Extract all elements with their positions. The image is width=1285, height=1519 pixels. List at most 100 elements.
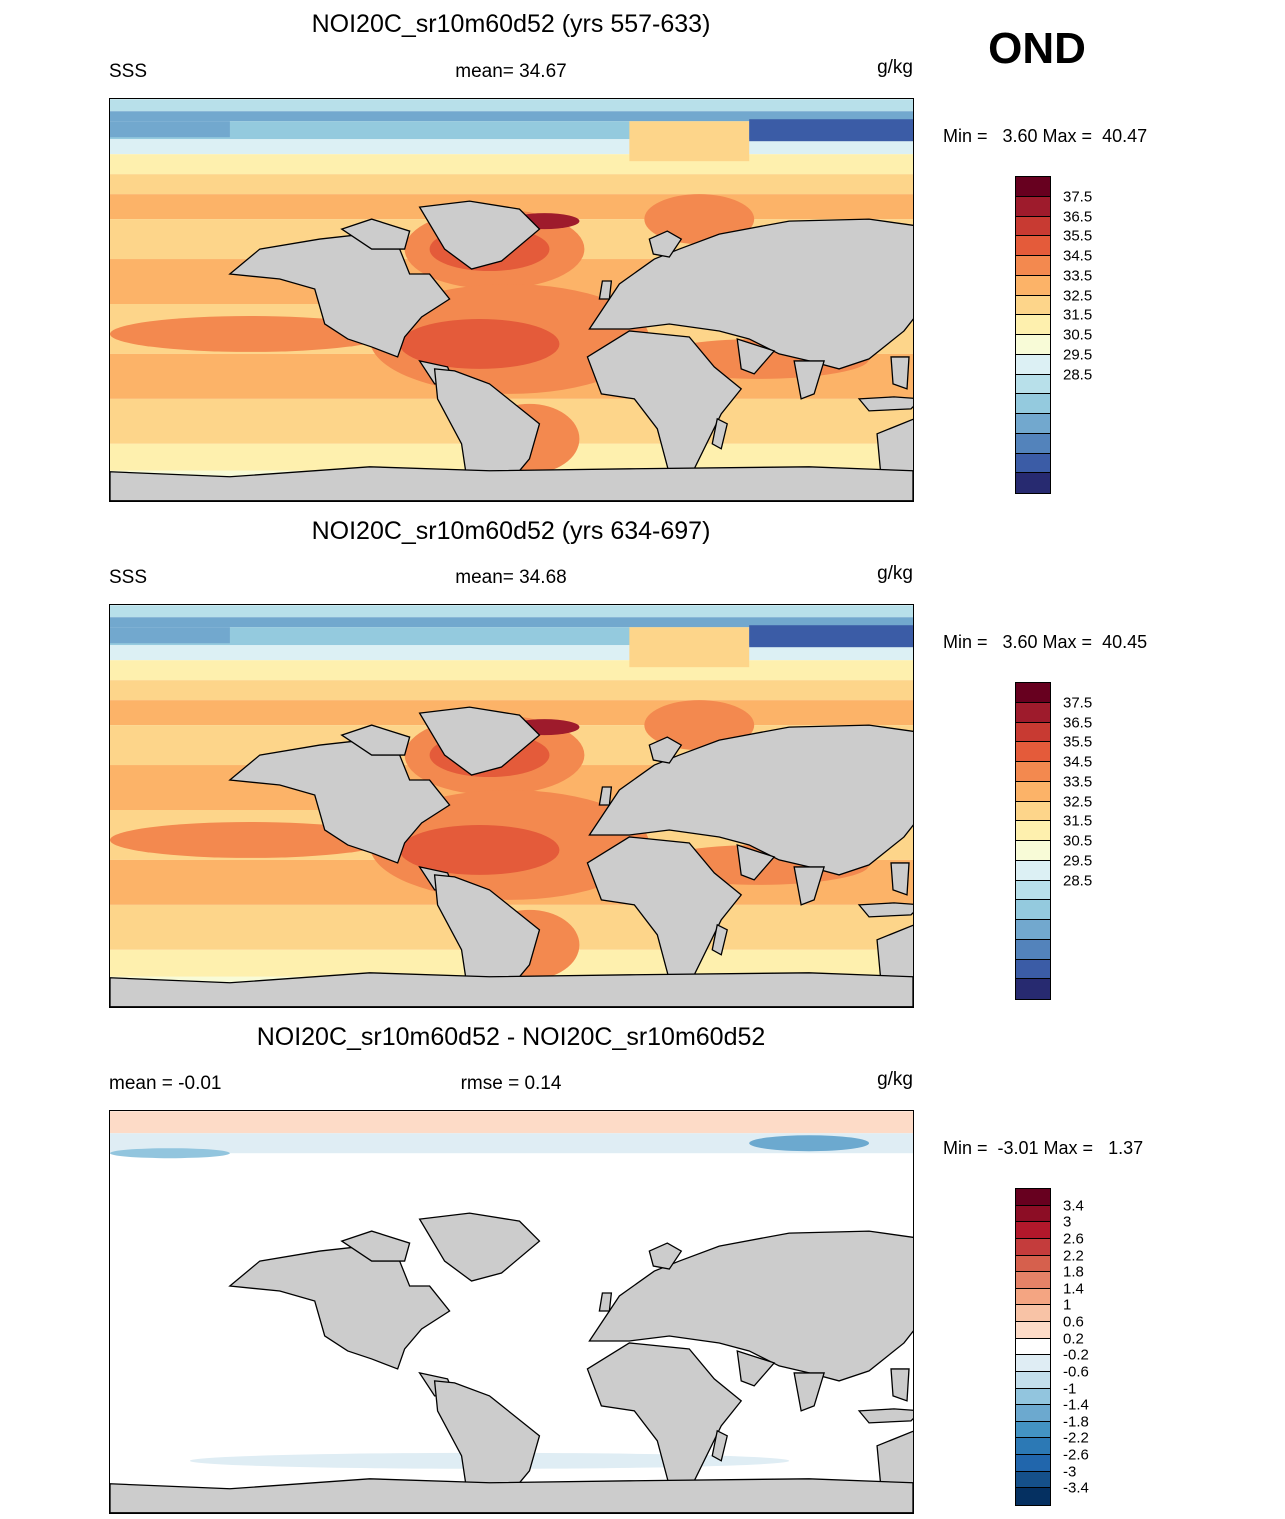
colorbar-swatch xyxy=(1016,1438,1050,1455)
colorbar-swatch xyxy=(1016,1222,1050,1239)
colorbar-tick-label: 28.5 xyxy=(1063,872,1093,889)
colorbar-swatch xyxy=(1016,860,1050,881)
colorbar-tick-label: 37.5 xyxy=(1063,188,1093,206)
sss-contour-band xyxy=(110,174,913,195)
diff-contour-band xyxy=(110,1148,230,1159)
panel-1-units-label: g/kg xyxy=(877,57,913,78)
land-mass xyxy=(648,1242,683,1270)
colorbar-swatch xyxy=(1016,374,1050,395)
colorbar-swatch xyxy=(1016,1471,1050,1489)
colorbar-swatch xyxy=(1016,1272,1050,1289)
colorbar-tick-label: 29.5 xyxy=(1063,852,1093,870)
colorbar-tick-label: 33.5 xyxy=(1063,267,1093,285)
colorbar-swatch xyxy=(1016,683,1050,703)
colorbar-tick-label: 29.5 xyxy=(1063,346,1093,364)
colorbar-swatch xyxy=(1016,1238,1050,1256)
sss-contour-band xyxy=(110,154,913,175)
colorbar-swatch xyxy=(1016,1205,1050,1223)
sss-contour-band xyxy=(110,99,913,112)
panel-1-mean-label: mean= 34.67 xyxy=(455,61,567,82)
colorbar-swatch xyxy=(1016,1305,1050,1322)
land-mass xyxy=(890,862,910,896)
sss-contour-band xyxy=(110,617,913,628)
land-mass xyxy=(110,466,913,501)
land-mass xyxy=(228,1245,451,1370)
land-mass xyxy=(228,233,451,358)
panel-3-map xyxy=(109,1110,914,1514)
colorbar-swatch xyxy=(1016,1405,1050,1422)
colorbar-swatch xyxy=(1016,256,1050,276)
land-mass xyxy=(793,866,825,906)
panel-2-title: NOI20C_sr10m60d52 (yrs 634-697) xyxy=(311,517,711,545)
panel-2-mean-label: mean= 34.68 xyxy=(455,567,567,588)
sss-contour-band xyxy=(644,700,755,751)
colorbar-tick-label: -0.2 xyxy=(1063,1346,1089,1364)
sss-contour-band xyxy=(110,821,390,858)
colorbar-tick-label: 30.5 xyxy=(1063,326,1093,344)
colorbar-tick-label: 36.5 xyxy=(1063,208,1093,225)
land-mass xyxy=(711,1429,728,1462)
colorbar-tick-label: 31.5 xyxy=(1063,812,1093,830)
land-mass xyxy=(598,1292,613,1312)
colorbar-swatch xyxy=(1016,453,1050,474)
colorbar-tick-label: 3 xyxy=(1063,1213,1072,1231)
sss-contour-band xyxy=(110,660,913,681)
colorbar-swatch xyxy=(1016,762,1050,782)
colorbar-swatch xyxy=(1016,414,1050,434)
sss-contour-band xyxy=(644,194,755,245)
land-mass xyxy=(586,836,743,981)
colorbar-tick-label: 37.5 xyxy=(1063,694,1093,712)
panel-3-mean-label: mean = -0.01 xyxy=(109,1073,222,1094)
land-mass xyxy=(110,1478,913,1513)
sss-contour-band xyxy=(749,119,913,142)
colorbar-tick-label: 32.5 xyxy=(1063,287,1093,304)
panel-3-rmse-label: rmse = 0.14 xyxy=(460,1073,562,1094)
colorbar-swatch xyxy=(1016,315,1050,335)
colorbar-tick-label: 32.5 xyxy=(1063,793,1093,810)
land-mass xyxy=(648,230,683,258)
colorbar-tick-label: -1 xyxy=(1063,1380,1077,1398)
land-mass xyxy=(793,1372,825,1412)
land-mass xyxy=(793,360,825,400)
colorbar-swatch xyxy=(1016,1189,1050,1206)
colorbar-swatch xyxy=(1016,880,1050,901)
colorbar-tick-label: 1 xyxy=(1063,1296,1072,1314)
colorbar-swatch xyxy=(1016,939,1050,960)
panel-1-title: NOI20C_sr10m60d52 (yrs 557-633) xyxy=(311,10,711,38)
sss-contour-band xyxy=(629,121,750,162)
colorbar-tick-label: 3.4 xyxy=(1063,1197,1084,1215)
panel-3-minmax: Min = -3.01 Max = 1.37 xyxy=(943,1138,1144,1158)
land-mass xyxy=(228,739,451,864)
sss-contour-band xyxy=(629,627,750,668)
diff-contour-band xyxy=(749,1135,870,1152)
colorbar-swatch xyxy=(1016,1455,1050,1472)
colorbar-tick-label: -2.6 xyxy=(1063,1446,1089,1464)
panel-1-minmax: Min = 3.60 Max = 40.47 xyxy=(943,126,1148,146)
colorbar-swatch xyxy=(1016,1288,1050,1306)
land-mass xyxy=(418,1212,541,1282)
colorbar-tick-label: 36.5 xyxy=(1063,714,1093,731)
colorbar-swatch xyxy=(1016,295,1050,316)
panel-2-variable-label: SSS xyxy=(109,567,148,588)
colorbar-swatch xyxy=(1016,335,1050,355)
colorbar-swatch xyxy=(1016,959,1050,980)
colorbar-swatch xyxy=(1016,1371,1050,1389)
colorbar-swatch xyxy=(1016,473,1050,493)
colorbar-swatch xyxy=(1016,801,1050,822)
colorbar-tick-label: -1.4 xyxy=(1063,1396,1089,1414)
colorbar-tick-label: 0.2 xyxy=(1063,1330,1084,1348)
panel-3-units-label: g/kg xyxy=(877,1069,913,1090)
sss-contour-band xyxy=(110,627,230,644)
colorbar-swatch xyxy=(1016,433,1050,454)
colorbar-tick-label: 30.5 xyxy=(1063,832,1093,850)
land-mass xyxy=(857,902,913,918)
land-mass xyxy=(857,396,913,412)
colorbar-tick-label: 33.5 xyxy=(1063,773,1093,791)
land-mass xyxy=(648,736,683,764)
land-mass xyxy=(736,338,776,375)
colorbar-tick-label: 2.2 xyxy=(1063,1247,1084,1265)
colorbar-swatch xyxy=(1016,275,1050,296)
land-mass xyxy=(586,1342,743,1487)
sss-contour-band xyxy=(110,680,913,701)
colorbar-tick-label: 31.5 xyxy=(1063,306,1093,324)
